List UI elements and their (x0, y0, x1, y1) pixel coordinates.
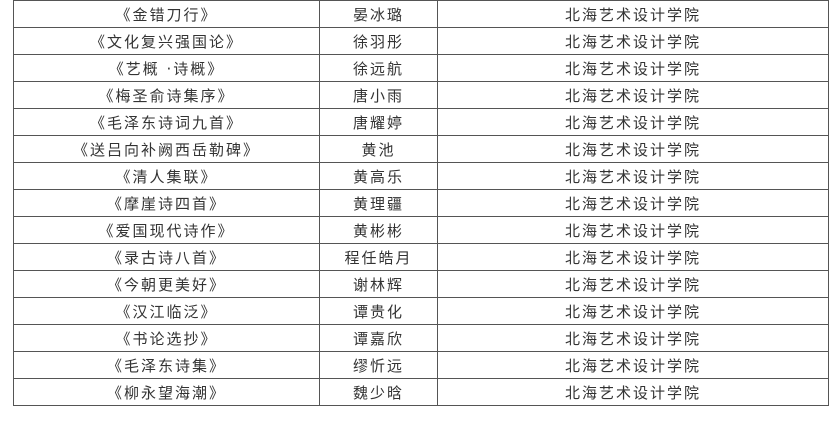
author-name-cell: 谭嘉欣 (319, 324, 438, 352)
school-cell: 北海艺术设计学院 (437, 270, 829, 298)
work-title-cell: 《摩崖诗四首》 (13, 189, 320, 217)
author-name-cell: 黄彬彬 (319, 216, 438, 244)
author-name-cell: 黄理疆 (319, 189, 438, 217)
work-title-cell: 《金错刀行》 (13, 0, 320, 28)
school-cell: 北海艺术设计学院 (437, 189, 829, 217)
table-body: 《金错刀行》 晏冰璐 北海艺术设计学院 《文化复兴强国论》 徐羽彤 北海艺术设计学院 《艺概… (13, 0, 829, 406)
award-table: 《金错刀行》 晏冰璐 北海艺术设计学院 《文化复兴强国论》 徐羽彤 北海艺术设计学院 《艺概… (13, 0, 829, 406)
table-row: 《金错刀行》 晏冰璐 北海艺术设计学院 (13, 0, 829, 28)
school-cell: 北海艺术设计学院 (437, 108, 829, 136)
work-title-cell: 《汉江临泛》 (13, 297, 320, 325)
work-title-cell: 《录古诗八首》 (13, 243, 320, 271)
author-name-cell: 唐耀婷 (319, 108, 438, 136)
school-cell: 北海艺术设计学院 (437, 297, 829, 325)
school-cell: 北海艺术设计学院 (437, 243, 829, 271)
table-row: 《爱国现代诗作》 黄彬彬 北海艺术设计学院 (13, 216, 829, 244)
table-row: 《汉江临泛》 谭贵化 北海艺术设计学院 (13, 297, 829, 325)
author-name-cell: 唐小雨 (319, 81, 438, 109)
work-title-cell: 《艺概 ·诗概》 (13, 54, 320, 82)
author-name-cell: 黄池 (319, 135, 438, 163)
school-cell: 北海艺术设计学院 (437, 54, 829, 82)
table-row: 《清人集联》 黄高乐 北海艺术设计学院 (13, 162, 829, 190)
author-name-cell: 徐远航 (319, 54, 438, 82)
author-name-cell: 谢林辉 (319, 270, 438, 298)
school-cell: 北海艺术设计学院 (437, 324, 829, 352)
table-row: 《今朝更美好》 谢林辉 北海艺术设计学院 (13, 270, 829, 298)
work-title-cell: 《柳永望海潮》 (13, 378, 320, 406)
table-row: 《毛泽东诗集》 缪忻远 北海艺术设计学院 (13, 351, 829, 379)
table-row: 《文化复兴强国论》 徐羽彤 北海艺术设计学院 (13, 27, 829, 55)
school-cell: 北海艺术设计学院 (437, 27, 829, 55)
work-title-cell: 《爱国现代诗作》 (13, 216, 320, 244)
school-cell: 北海艺术设计学院 (437, 216, 829, 244)
work-title-cell: 《毛泽东诗集》 (13, 351, 320, 379)
school-cell: 北海艺术设计学院 (437, 0, 829, 28)
author-name-cell: 魏少晗 (319, 378, 438, 406)
table-row: 《书论选抄》 谭嘉欣 北海艺术设计学院 (13, 324, 829, 352)
table-row: 《录古诗八首》 程任皓月 北海艺术设计学院 (13, 243, 829, 271)
table-row: 《梅圣俞诗集序》 唐小雨 北海艺术设计学院 (13, 81, 829, 109)
author-name-cell: 徐羽彤 (319, 27, 438, 55)
work-title-cell: 《书论选抄》 (13, 324, 320, 352)
work-title-cell: 《今朝更美好》 (13, 270, 320, 298)
work-title-cell: 《清人集联》 (13, 162, 320, 190)
table-row: 《柳永望海潮》 魏少晗 北海艺术设计学院 (13, 378, 829, 406)
author-name-cell: 黄高乐 (319, 162, 438, 190)
table-row: 《毛泽东诗词九首》 唐耀婷 北海艺术设计学院 (13, 108, 829, 136)
work-title-cell: 《文化复兴强国论》 (13, 27, 320, 55)
work-title-cell: 《送吕向补阙西岳勒碑》 (13, 135, 320, 163)
school-cell: 北海艺术设计学院 (437, 351, 829, 379)
work-title-cell: 《毛泽东诗词九首》 (13, 108, 320, 136)
school-cell: 北海艺术设计学院 (437, 162, 829, 190)
author-name-cell: 程任皓月 (319, 243, 438, 271)
school-cell: 北海艺术设计学院 (437, 81, 829, 109)
author-name-cell: 谭贵化 (319, 297, 438, 325)
author-name-cell: 缪忻远 (319, 351, 438, 379)
school-cell: 北海艺术设计学院 (437, 135, 829, 163)
table-row: 《摩崖诗四首》 黄理疆 北海艺术设计学院 (13, 189, 829, 217)
table-row: 《送吕向补阙西岳勒碑》 黄池 北海艺术设计学院 (13, 135, 829, 163)
author-name-cell: 晏冰璐 (319, 0, 438, 28)
table-row: 《艺概 ·诗概》 徐远航 北海艺术设计学院 (13, 54, 829, 82)
work-title-cell: 《梅圣俞诗集序》 (13, 81, 320, 109)
school-cell: 北海艺术设计学院 (437, 378, 829, 406)
